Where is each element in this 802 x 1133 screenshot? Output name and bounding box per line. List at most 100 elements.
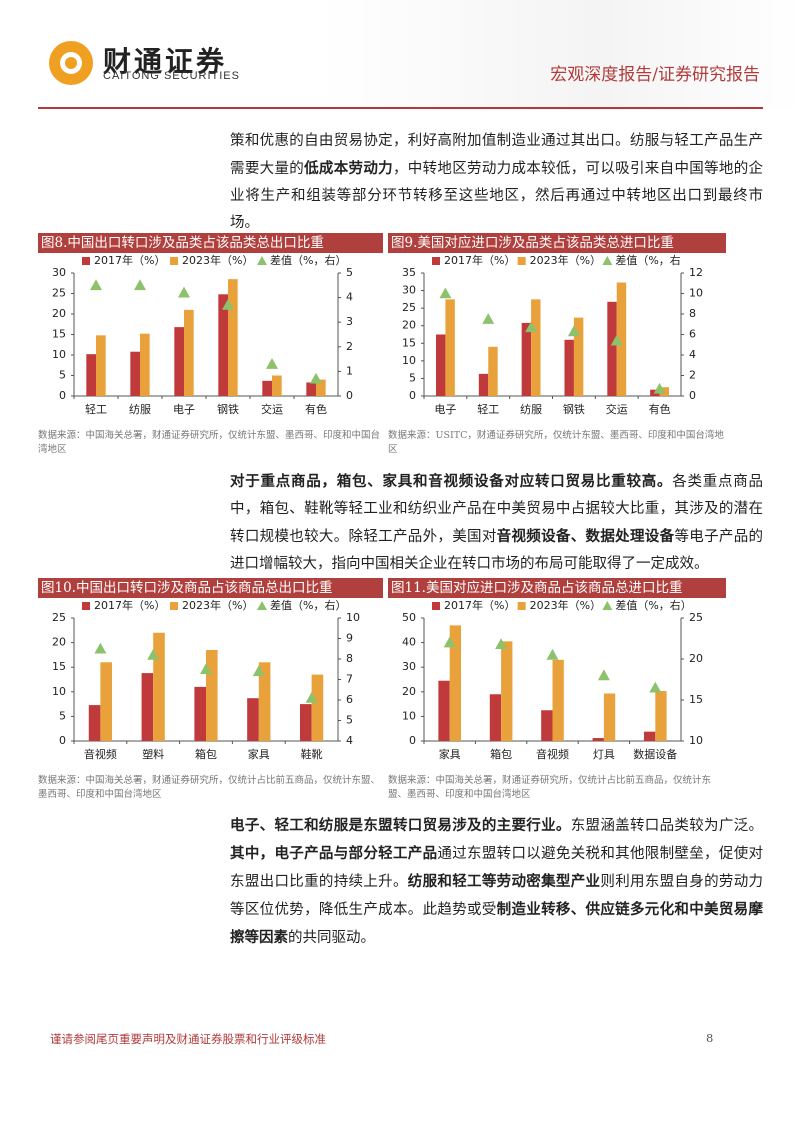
legend-marker [602,256,613,265]
y-tick-label: 25 [52,611,66,624]
text-run: ，中转地区劳动力成本较低，可以吸引来自中国等地的企业将生产和组装等部分环节转移至… [230,161,764,231]
bar [445,299,455,396]
bar [564,339,574,396]
x-tick-label: 有色 [305,402,327,416]
logo [49,41,93,85]
y2-tick-label: 7 [346,673,353,686]
x-tick-label: 家具 [248,747,270,761]
text-run: 电子、轻工和纺服是东盟转口贸易涉及的主要行业。 [230,817,571,834]
bar [316,379,326,396]
y-tick-label: 40 [402,636,416,649]
bar [521,322,532,396]
bar [262,380,272,396]
bar [228,279,238,396]
chart: 0 5 10 15 20 25 4 5 6 7 8 9 10 音视频 塑料 箱包 家具 鞋靴 2017年（%） 202… [52,598,360,761]
paragraph: 对于重点商品，箱包、家具和音视频设备对应转口贸易比重较高。各类重点商品中，箱包、… [230,468,763,578]
y-tick-label: 20 [402,319,416,332]
y2-tick-label: 8 [689,307,696,320]
y2-tick-label: 0 [689,389,696,402]
legend-label: 2017年（%） [444,253,515,267]
bar [592,738,604,741]
y-tick-label: 20 [52,636,66,649]
triangle-marker [649,681,662,693]
bar [501,641,513,741]
figure-source: 数据来源：中国海关总署，财通证券研究所，仅统计占比前五商品，仅统计东盟、墨西哥、… [38,775,381,800]
legend-label: 差值（%，右） [270,598,346,612]
y2-tick-label: 9 [346,632,353,645]
y-tick-label: 15 [52,328,66,341]
bar [130,351,140,396]
legend-marker [257,601,267,610]
y-tick-label: 5 [59,369,66,382]
paragraph: 电子、轻工和纺服是东盟转口贸易涉及的主要行业。东盟涵盖转口品类较为广泛。其中，电… [230,812,763,952]
y-tick-label: 5 [59,709,66,722]
triangle-marker [310,372,322,384]
text-run: 通过东盟转口以避免关税和其他限制壁垒，促使对东盟出口比重的持续上升。 [230,846,764,890]
triangle-marker [178,286,190,298]
legend-label: 2017年（%） [444,598,515,612]
y2-tick-label: 12 [689,266,703,279]
text-run: 东盟涵盖转口品类较为广泛。 [570,818,764,834]
bar [488,346,498,396]
bar [153,632,165,741]
text-run: 音视频设备、数据处理设备 [496,528,675,545]
y-tick-label: 0 [59,734,66,747]
x-tick-label: 电子 [173,403,195,416]
text-run: 则利用东盟自身的劳动力等区位优势，降低生产成本。此趋势或受 [230,874,764,918]
header-rule [38,107,763,109]
y-tick-label: 30 [52,266,66,279]
y2-tick-label: 10 [689,734,703,747]
page-number: 8 [706,1031,714,1045]
text-run: 纺服和轻工等劳动密集型产业 [407,873,601,890]
figure-source: 数据来源：USITC，财通证券研究所，仅统计东盟、墨西哥、印度和中国台湾地区 [388,430,724,455]
triangle-marker [439,287,452,299]
triangle-marker [252,665,265,677]
figure-title: 图10.中国出口转口涉及商品占该商品总出口比重 [38,578,383,598]
y-tick-label: 0 [59,389,66,402]
legend-label: 差值（%，右 [615,253,680,267]
x-tick-label: 塑料 [142,747,164,761]
y2-tick-label: 1 [346,364,353,377]
triangle-marker [597,669,610,681]
y-tick-label: 10 [52,685,66,698]
y-tick-label: 10 [402,709,416,722]
legend-marker [602,601,613,610]
y-tick-label: 15 [402,336,416,349]
figure: 图8.中国出口转口涉及品类占该品类总出口比重 0 5 10 15 20 25 30 0 1 2 3 4 5… [38,233,383,457]
bar [655,691,667,741]
brand: 财通证券 [103,45,228,78]
brand-en: CAITONG SECURITIES [103,70,240,82]
y2-tick-label: 6 [346,693,353,706]
y-tick-label: 20 [402,685,416,698]
y-tick-label: 35 [402,266,416,279]
text-run: 各类重点商品中，箱包、鞋靴等轻工业和纺织业产品在中美贸易中占据较大比重，其涉及的… [230,474,763,545]
text-run: 等电子产品的进口增幅较大，指向中国相关企业在转口市场的布局可能取得了一定成效。 [230,529,764,572]
bar [489,694,502,741]
x-tick-label: 有色 [649,402,671,416]
legend-label: 2017年（%） [94,253,165,267]
y2-tick-label: 20 [689,652,703,665]
bar [86,354,96,396]
triangle-marker [266,358,278,369]
y2-tick-label: 4 [346,291,353,304]
y-tick-label: 0 [409,734,416,747]
x-tick-label: 轻工 [477,402,499,416]
y2-tick-label: 8 [346,652,353,665]
bar [206,649,218,741]
y-tick-label: 25 [52,287,66,300]
bar [258,662,271,741]
y-tick-label: 25 [402,301,416,314]
x-tick-label: 箱包 [195,747,217,761]
bar [435,334,446,396]
legend-marker [170,257,178,265]
x-tick-label: 纺服 [129,402,151,416]
x-tick-label: 灯具 [593,748,615,761]
y2-tick-label: 4 [689,348,696,361]
header: 财通证券 CAITONG SECURITIES 宏观深度报告/证券研究报告 [0,0,802,110]
bar [616,282,627,396]
triangle-marker [567,325,580,337]
x-tick-label: 箱包 [490,747,512,761]
chart: 0 5 10 15 20 25 30 0 1 2 3 4 5 轻工 纺服 电子 钢铁 交运 有色 2017年（%） 20… [52,253,353,416]
bar [607,301,617,396]
